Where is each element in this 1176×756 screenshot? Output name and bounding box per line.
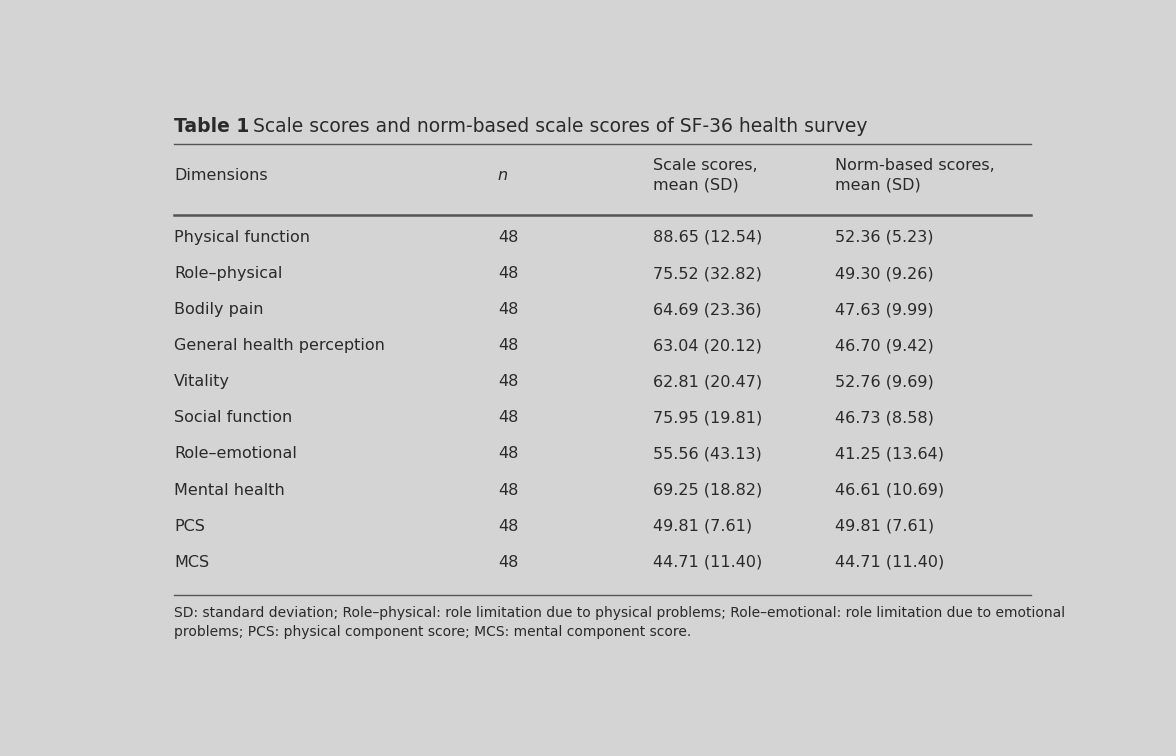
- Text: 48: 48: [497, 338, 519, 353]
- Text: 48: 48: [497, 266, 519, 281]
- Text: Role–physical: Role–physical: [174, 266, 282, 281]
- Text: MCS: MCS: [174, 555, 209, 570]
- Text: 63.04 (20.12): 63.04 (20.12): [653, 338, 762, 353]
- Text: 44.71 (11.40): 44.71 (11.40): [653, 555, 762, 570]
- Text: 75.95 (19.81): 75.95 (19.81): [653, 411, 762, 426]
- Text: Social function: Social function: [174, 411, 293, 426]
- Text: 48: 48: [497, 447, 519, 461]
- Text: 49.30 (9.26): 49.30 (9.26): [835, 266, 934, 281]
- Text: 48: 48: [497, 374, 519, 389]
- Text: 41.25 (13.64): 41.25 (13.64): [835, 447, 944, 461]
- Text: 52.36 (5.23): 52.36 (5.23): [835, 230, 934, 245]
- Text: Dimensions: Dimensions: [174, 168, 268, 183]
- Text: n: n: [497, 168, 508, 183]
- Text: 46.73 (8.58): 46.73 (8.58): [835, 411, 934, 426]
- Text: 46.70 (9.42): 46.70 (9.42): [835, 338, 934, 353]
- Text: General health perception: General health perception: [174, 338, 386, 353]
- Text: 47.63 (9.99): 47.63 (9.99): [835, 302, 934, 317]
- Text: Scale scores and norm-based scale scores of SF-36 health survey: Scale scores and norm-based scale scores…: [241, 117, 868, 136]
- Text: 88.65 (12.54): 88.65 (12.54): [653, 230, 762, 245]
- Text: 48: 48: [497, 519, 519, 534]
- Text: 69.25 (18.82): 69.25 (18.82): [653, 482, 762, 497]
- Text: 64.69 (23.36): 64.69 (23.36): [653, 302, 761, 317]
- Text: PCS: PCS: [174, 519, 206, 534]
- Text: Physical function: Physical function: [174, 230, 310, 245]
- Text: 75.52 (32.82): 75.52 (32.82): [653, 266, 762, 281]
- Text: SD: standard deviation; Role–physical: role limitation due to physical problems;: SD: standard deviation; Role–physical: r…: [174, 606, 1065, 640]
- Text: Scale scores,
mean (SD): Scale scores, mean (SD): [653, 158, 757, 193]
- Text: Mental health: Mental health: [174, 482, 285, 497]
- Text: 46.61 (10.69): 46.61 (10.69): [835, 482, 944, 497]
- Text: 55.56 (43.13): 55.56 (43.13): [653, 447, 762, 461]
- Text: Role–emotional: Role–emotional: [174, 447, 298, 461]
- Text: 44.71 (11.40): 44.71 (11.40): [835, 555, 944, 570]
- Text: Bodily pain: Bodily pain: [174, 302, 263, 317]
- Text: Vitality: Vitality: [174, 374, 230, 389]
- Text: 48: 48: [497, 411, 519, 426]
- Text: 48: 48: [497, 230, 519, 245]
- Text: 48: 48: [497, 302, 519, 317]
- Text: 52.76 (9.69): 52.76 (9.69): [835, 374, 934, 389]
- Text: 62.81 (20.47): 62.81 (20.47): [653, 374, 762, 389]
- Text: 48: 48: [497, 482, 519, 497]
- Text: 49.81 (7.61): 49.81 (7.61): [835, 519, 934, 534]
- Text: Table 1: Table 1: [174, 117, 249, 136]
- Text: Norm-based scores,
mean (SD): Norm-based scores, mean (SD): [835, 158, 995, 193]
- Text: 48: 48: [497, 555, 519, 570]
- Text: 49.81 (7.61): 49.81 (7.61): [653, 519, 751, 534]
